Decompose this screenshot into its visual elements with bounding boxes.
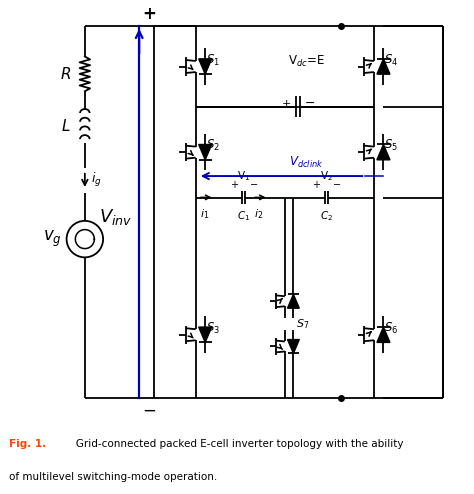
Text: −: − [250,180,258,190]
Text: $S_6$: $S_6$ [384,321,398,336]
Polygon shape [288,339,299,353]
Polygon shape [288,294,299,308]
Text: $S_5$: $S_5$ [384,138,398,153]
Text: $C_2$: $C_2$ [319,209,333,223]
Text: $C_1$: $C_1$ [237,209,250,223]
Text: +: + [142,4,156,23]
Text: $R$: $R$ [60,66,71,82]
Polygon shape [377,144,390,160]
Polygon shape [377,59,390,74]
Text: +: + [312,180,320,190]
Polygon shape [199,327,212,342]
Text: −: − [142,401,156,419]
Text: $S_7$: $S_7$ [296,317,310,331]
Text: of multilevel switching-mode operation.: of multilevel switching-mode operation. [9,471,218,482]
Polygon shape [377,327,390,342]
Text: $S_4$: $S_4$ [384,52,398,68]
Text: $L$: $L$ [61,118,71,134]
Text: $i_2$: $i_2$ [254,207,264,221]
Text: V$_1$: V$_1$ [237,169,250,183]
Text: V$_2$: V$_2$ [319,169,333,183]
Text: Fig. 1.: Fig. 1. [9,440,46,450]
Text: $v_g$: $v_g$ [44,229,62,249]
Text: −: − [332,180,341,190]
Text: $S_1$: $S_1$ [206,52,219,68]
Text: −: − [305,97,315,110]
Text: $S_3$: $S_3$ [206,321,220,336]
Text: +: + [282,99,291,109]
Polygon shape [199,144,212,160]
Text: $V_{inv}$: $V_{inv}$ [99,207,133,227]
Text: $V_{dclink}$: $V_{dclink}$ [289,155,324,170]
Text: $i_g$: $i_g$ [91,171,102,189]
Text: V$_{dc}$=E: V$_{dc}$=E [288,54,325,70]
Text: $S_2$: $S_2$ [206,138,219,153]
Polygon shape [199,59,212,74]
Text: Grid-connected packed E-cell inverter topology with the ability: Grid-connected packed E-cell inverter to… [66,440,404,450]
Text: +: + [230,180,238,190]
Text: $i_1$: $i_1$ [200,207,210,221]
